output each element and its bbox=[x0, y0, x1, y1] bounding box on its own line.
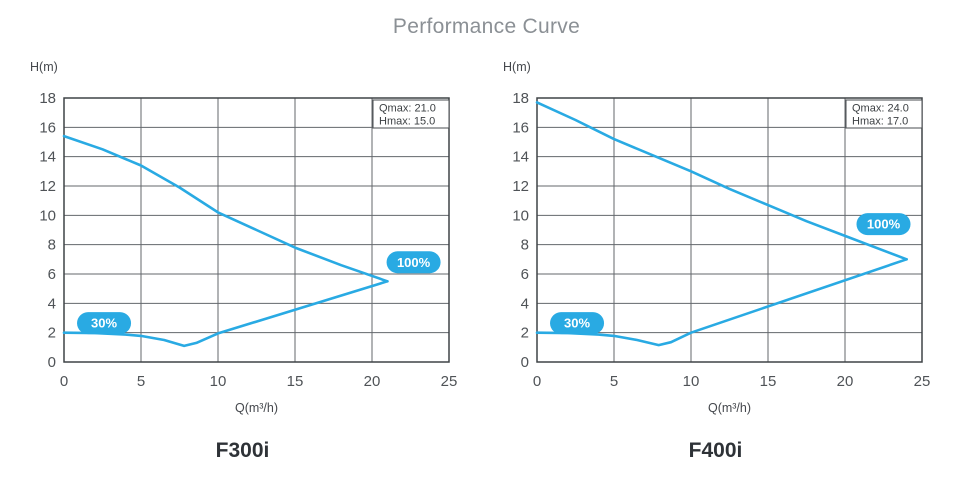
y-tick-label: 6 bbox=[521, 266, 529, 283]
x-tick-label: 20 bbox=[837, 373, 854, 390]
annotation-box bbox=[372, 99, 450, 129]
x-tick-label: 10 bbox=[683, 373, 700, 390]
x-tick-label: 5 bbox=[610, 373, 618, 390]
page-title: Performance Curve bbox=[392, 15, 581, 38]
y-tick-label: 12 bbox=[512, 178, 529, 195]
series-label-text: 100% bbox=[867, 217, 901, 232]
series-label-pill-100% bbox=[386, 251, 441, 274]
curve-100% bbox=[535, 101, 908, 261]
y-tick-label: 14 bbox=[512, 149, 529, 166]
y-tick-label: 18 bbox=[512, 90, 529, 107]
x-tick-label: 10 bbox=[210, 373, 227, 390]
x-tick-label: 0 bbox=[60, 373, 68, 390]
chart-plot-F400i: 0 2 4 6 8 10 12 14 16 18 0 5 10 15 20 25 H(m) Q(m³/h) Qmax… bbox=[503, 60, 931, 415]
y-axis-title: H(m) bbox=[503, 60, 531, 74]
y-tick-label: 6 bbox=[48, 266, 56, 283]
y-axis-title: H(m) bbox=[30, 60, 58, 74]
x-tick-label: 0 bbox=[533, 373, 541, 390]
y-tick-label: 0 bbox=[48, 354, 56, 371]
plot-border bbox=[536, 97, 923, 363]
chart-plot-F300i: 0 2 4 6 8 10 12 14 16 18 0 5 10 15 20 25 H(m) Q(m³/h) Qmax… bbox=[30, 60, 458, 415]
y-tick-label: 8 bbox=[48, 237, 56, 254]
x-tick-label: 15 bbox=[760, 373, 777, 390]
x-axis-title: Q(m³/h) bbox=[235, 401, 278, 415]
annotation-text: Hmax: 17.0 bbox=[852, 116, 908, 128]
annotation-text: Qmax: 21.0 bbox=[379, 103, 436, 115]
x-tick-label: 25 bbox=[441, 373, 458, 390]
y-tick-label: 10 bbox=[512, 207, 529, 224]
annotation-text: Qmax: 24.0 bbox=[852, 103, 909, 115]
series-label-pill-30% bbox=[77, 312, 132, 335]
x-tick-label: 5 bbox=[137, 373, 145, 390]
curve-100% bbox=[62, 134, 389, 283]
chart-f400i: F400i 0 2 4 6 8 10 12 14 16 18 0 5 10 15 20 25 H(m) Q(m³/… bbox=[483, 55, 948, 485]
y-tick-label: 16 bbox=[39, 119, 56, 136]
y-tick-label: 12 bbox=[39, 178, 56, 195]
series-label-pill-30% bbox=[550, 312, 605, 335]
y-tick-label: 0 bbox=[521, 354, 529, 371]
series-label-pill-100% bbox=[856, 213, 911, 236]
annotation-box bbox=[845, 99, 923, 129]
series-label-text: 30% bbox=[91, 316, 117, 331]
x-tick-label: 20 bbox=[364, 373, 381, 390]
annotation-text: Hmax: 15.0 bbox=[379, 116, 435, 128]
y-tick-label: 8 bbox=[521, 237, 529, 254]
y-tick-label: 4 bbox=[521, 295, 529, 312]
x-axis-title: Q(m³/h) bbox=[708, 401, 751, 415]
y-tick-label: 10 bbox=[39, 207, 56, 224]
x-tick-label: 25 bbox=[914, 373, 931, 390]
plot-border bbox=[63, 97, 450, 363]
y-tick-label: 4 bbox=[48, 295, 56, 312]
y-tick-label: 16 bbox=[512, 119, 529, 136]
y-tick-label: 14 bbox=[39, 149, 56, 166]
y-tick-label: 18 bbox=[39, 90, 56, 107]
series-label-text: 100% bbox=[397, 255, 431, 270]
y-tick-label: 2 bbox=[48, 325, 56, 342]
chart-f300i: F300i 0 2 4 6 8 10 12 14 16 18 0 5 10 15 20 25 H(m) Q(m³/… bbox=[10, 55, 475, 485]
x-tick-label: 15 bbox=[287, 373, 304, 390]
y-tick-label: 2 bbox=[521, 325, 529, 342]
chart-name: F400i bbox=[688, 439, 743, 462]
series-label-text: 30% bbox=[564, 316, 590, 331]
chart-name: F300i bbox=[215, 439, 270, 462]
